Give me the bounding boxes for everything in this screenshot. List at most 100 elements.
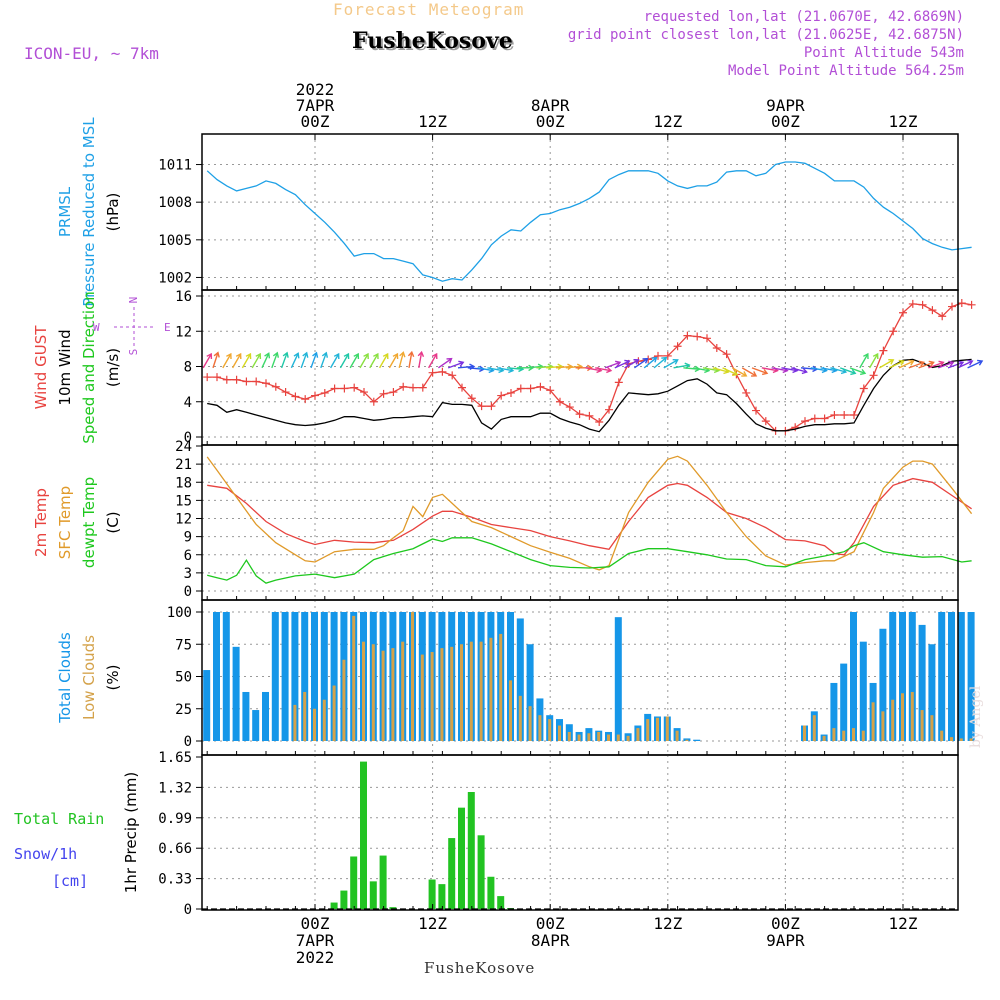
y-tick-label: 1011 xyxy=(158,158,192,174)
gust-marker xyxy=(448,371,457,380)
gust-marker xyxy=(213,373,221,382)
bar-low-clouds xyxy=(362,641,365,741)
bar-low-clouds xyxy=(420,654,424,741)
gust-marker xyxy=(703,334,711,343)
gust-marker xyxy=(330,384,339,393)
bar-low-clouds xyxy=(303,691,307,741)
chart-subtitle: Forecast Meteogram xyxy=(333,0,525,19)
bar-rain xyxy=(360,761,367,909)
wind-arrow xyxy=(653,356,668,369)
wind-arrow xyxy=(663,358,679,369)
bar-low-clouds xyxy=(940,730,944,741)
y-tick-label: 15 xyxy=(175,493,192,509)
panel-label: 1hr Precip (mm) xyxy=(122,772,140,893)
bar-total-clouds xyxy=(291,612,299,741)
bar-total-clouds xyxy=(899,612,906,741)
y-tick-label: 1.65 xyxy=(158,750,192,766)
wind-arrow xyxy=(359,352,369,369)
y-tick-label: 12 xyxy=(175,324,192,340)
series-line xyxy=(207,477,972,556)
gust-marker xyxy=(340,384,349,393)
bar-low-clouds xyxy=(910,691,914,741)
closest-coords: grid point closest lon,lat (21.0625E, 42… xyxy=(567,27,964,43)
gust-marker xyxy=(948,302,956,311)
wind-arrow xyxy=(595,366,613,374)
bar-rain xyxy=(330,902,338,909)
bar-low-clouds xyxy=(675,730,679,741)
time-label-bottom: 12Z xyxy=(889,914,918,933)
bar-low-clouds xyxy=(567,731,571,741)
bar-total-clouds xyxy=(320,612,328,741)
wind-arrow xyxy=(947,360,965,369)
gust-marker xyxy=(418,383,427,392)
bar-low-clouds xyxy=(597,731,601,741)
wind-arrow xyxy=(624,358,640,369)
gust-marker xyxy=(752,406,760,415)
bar-total-clouds xyxy=(222,612,230,741)
wind-arrow xyxy=(329,352,340,369)
gust-marker xyxy=(369,397,378,406)
gust-marker xyxy=(487,402,496,411)
y-tick-label: 100 xyxy=(167,605,192,621)
panel-label: PRMSL xyxy=(56,186,74,237)
credit-watermark: by Angel xyxy=(968,685,984,748)
gust-marker xyxy=(467,394,476,403)
gust-marker xyxy=(889,327,898,336)
gust-marker xyxy=(722,350,731,359)
bar-low-clouds xyxy=(401,641,405,741)
time-label-top: 00Z xyxy=(536,112,565,131)
bar-low-clouds xyxy=(822,735,826,741)
bar-low-clouds xyxy=(969,738,973,741)
wind-arrow xyxy=(868,352,879,369)
bar-low-clouds xyxy=(656,717,659,741)
bar-low-clouds xyxy=(293,704,297,741)
time-label-top: 00Z xyxy=(771,112,800,131)
bar-total-clouds xyxy=(330,612,338,741)
bar-low-clouds xyxy=(440,648,444,741)
bar-low-clouds xyxy=(852,728,855,741)
time-label-top: 2022 xyxy=(296,80,335,99)
bar-low-clouds xyxy=(685,739,689,741)
gust-marker xyxy=(869,371,878,380)
wind-arrow xyxy=(555,363,574,371)
bar-low-clouds xyxy=(548,719,552,741)
panel-precip: 0 0.33 0.66 0.99 1.32 1.65 1hr Precip (mm) Tota… xyxy=(14,750,959,918)
bar-low-clouds xyxy=(646,719,650,741)
gust-marker xyxy=(830,410,839,419)
gust-marker xyxy=(575,410,584,419)
bar-rain xyxy=(350,856,358,909)
compass-n: N xyxy=(127,297,140,304)
y-tick-label: 21 xyxy=(175,457,192,473)
wind-arrow xyxy=(849,367,867,376)
panel-label: 10m Wind xyxy=(56,329,74,405)
time-label-top: 12Z xyxy=(889,112,918,131)
wind-arrow xyxy=(251,352,262,369)
gust-marker xyxy=(908,299,917,308)
y-tick-label: 0 xyxy=(184,902,192,918)
bar-total-clouds xyxy=(252,710,260,741)
precip-legend-item: Total Rain xyxy=(14,810,104,828)
bar-low-clouds xyxy=(803,725,806,741)
wind-arrow xyxy=(437,357,453,369)
wind-arrow xyxy=(751,367,769,376)
bar-total-clouds xyxy=(830,682,838,741)
bar-low-clouds xyxy=(626,735,630,741)
bar-low-clouds xyxy=(901,693,904,741)
compass-w: W xyxy=(93,321,100,334)
bar-low-clouds xyxy=(371,644,375,741)
compass-e: E xyxy=(164,321,171,334)
gust-marker xyxy=(507,388,515,397)
wind-arrow xyxy=(918,360,935,369)
wind-arrow xyxy=(339,352,350,369)
bar-total-clouds xyxy=(271,612,279,741)
series-line xyxy=(207,537,972,584)
gust-marker xyxy=(477,402,486,411)
point-altitude: Point Altitude 543m xyxy=(803,45,964,61)
gust-marker xyxy=(350,383,359,392)
bar-low-clouds xyxy=(616,734,620,741)
wind-arrow xyxy=(888,359,905,369)
y-tick-label: 75 xyxy=(175,637,192,653)
gust-marker xyxy=(967,300,976,309)
gust-marker xyxy=(281,388,290,397)
